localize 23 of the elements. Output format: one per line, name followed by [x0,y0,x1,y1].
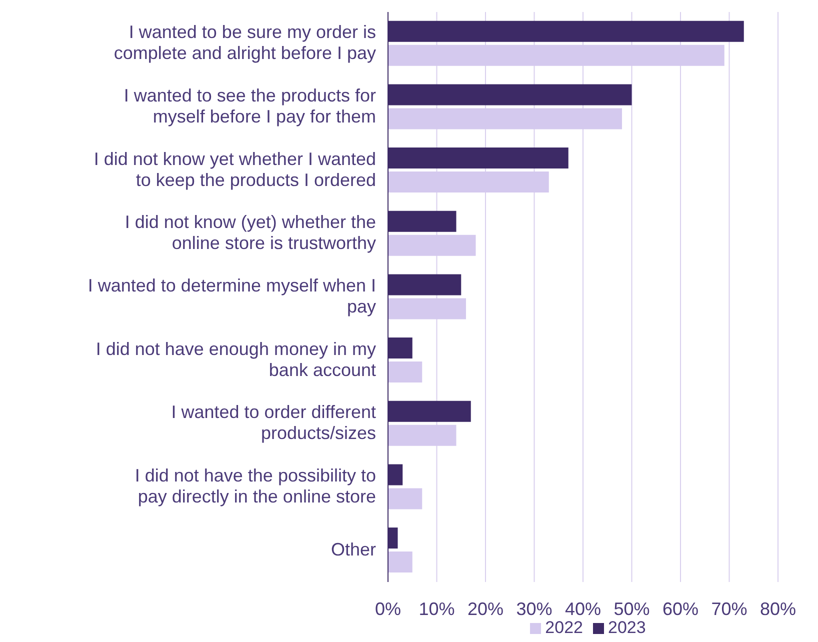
y-tick-label: I wanted to see the products for myself before I pay for them [124,85,376,126]
x-tick-label: 40% [564,598,602,619]
y-tick-label: I did not have enough money in my bank account [96,338,376,380]
y-tick-label: I did not have the possibility to pay directly in the online store [134,465,376,506]
x-tick-label: 50% [614,598,650,619]
x-tick-label: 10% [418,598,455,619]
y-tick-label: Other [330,539,376,560]
legend-label: 2022 [545,618,583,637]
bar [388,552,412,573]
x-tick-label: 80% [760,598,796,619]
bar [388,488,422,510]
x-tick-label: 30% [516,598,552,619]
y-tick-label: I wanted to be sure my order is complete and alright before I pay [114,22,376,63]
x-tick-label: 20% [467,598,504,619]
x-tick-label: 0% [374,598,402,619]
x-tick-label: 70% [711,598,748,619]
bar [388,362,422,383]
y-tick-label: I did not know yet whether I wanted to keep the products I ordered [94,148,376,190]
x-tick-label: 60% [662,598,699,619]
legend-label: 2023 [608,618,646,637]
y-tick-label: I wanted to determine myself when I pay [88,275,376,316]
y-tick-label: I wanted to order different products/sizes [171,402,376,443]
y-tick-label: I did not know (yet) whether the online store is trustworthy [124,212,376,253]
